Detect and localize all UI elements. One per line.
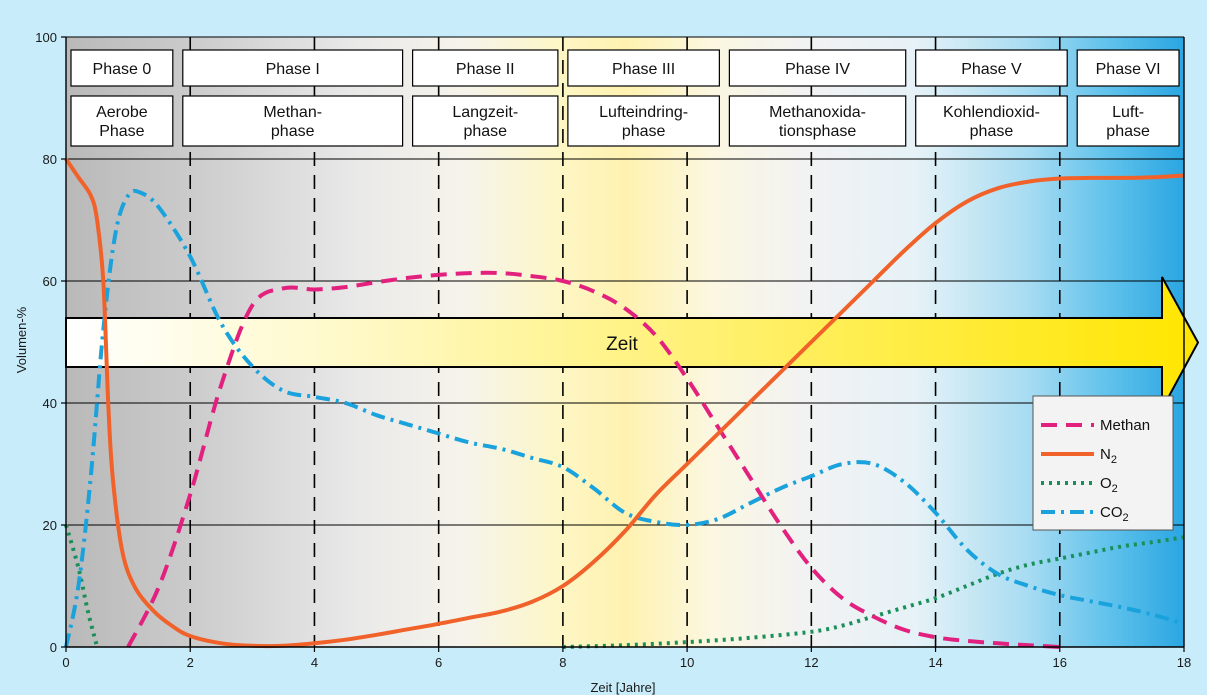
x-tick-label: 16 [1053, 655, 1067, 670]
x-tick-label: 4 [311, 655, 318, 670]
phase-name-box [70, 49, 174, 87]
phase-description-line: Aerobe [96, 104, 148, 121]
legend-label-co2: CO2 [1100, 504, 1129, 524]
phase-description-box [70, 95, 174, 147]
phase-name-box [182, 49, 404, 87]
data-series [64, 157, 1185, 649]
phase-name-box [915, 49, 1068, 87]
phase-name: Phase V [961, 61, 1022, 78]
phase-description-line: Methan- [263, 104, 322, 121]
phase-name-box [728, 49, 907, 87]
phase-description-line: Methanoxida- [769, 104, 866, 121]
phase-description-box [1076, 95, 1180, 147]
x-tick-label: 18 [1177, 655, 1191, 670]
time-arrow-label: Zeit [606, 334, 638, 355]
phase-name: Phase III [612, 61, 675, 78]
phase-description-line: Lufteindring- [599, 104, 688, 121]
phase-name-box [412, 49, 559, 87]
x-tick-label: 8 [559, 655, 566, 670]
phase-description-line: phase [1106, 123, 1150, 140]
axes: 0 20 40 60 80 100 0 2 4 6 8 10 12 14 16 18 [35, 30, 1191, 670]
phase-description-line: Kohlendioxid- [943, 104, 1040, 121]
y-tick-label: 0 [50, 640, 57, 655]
phase-description-line: Luft- [1112, 104, 1144, 121]
phase-name: Phase VI [1096, 61, 1161, 78]
phase-description-line: phase [622, 123, 666, 140]
y-tick-label: 60 [43, 274, 57, 289]
phase-name-box [1076, 49, 1180, 87]
series-line-methan [126, 270, 1060, 649]
phase-description-box [182, 95, 404, 147]
phase-name: Phase 0 [93, 61, 152, 78]
x-tick-label: 12 [804, 655, 818, 670]
x-tick-label: 10 [680, 655, 694, 670]
y-tick-label: 20 [43, 518, 57, 533]
phase-description-line: Phase [99, 123, 144, 140]
phase-description-line: phase [970, 123, 1014, 140]
y-tick-label: 100 [35, 30, 57, 45]
phase-name: Phase IV [785, 61, 850, 78]
y-axis-label: Volumen-% [14, 306, 29, 373]
series-line-n2 [64, 157, 1185, 649]
series-line-co2 [64, 188, 1185, 648]
phase-description-box [567, 95, 720, 147]
phase-boxes: Phase 0 Aerobe Phase Phase I Methan-phase Pha… [70, 49, 1180, 147]
phase-name: Phase II [456, 61, 515, 78]
x-tick-label: 2 [187, 655, 194, 670]
phase-name-box [567, 49, 720, 87]
phase-description-box [915, 95, 1068, 147]
legend-label-methan: Methan [1100, 417, 1150, 434]
legend-box [1032, 395, 1174, 531]
series-line-o2 [64, 524, 100, 648]
phase-description-line: Langzeit- [452, 104, 518, 121]
series-line-o2-late [562, 535, 1185, 649]
y-tick-label: 40 [43, 396, 57, 411]
phase-description-box [728, 95, 907, 147]
x-axis-label: Zeit [Jahre] [590, 680, 655, 695]
phase-description-line: phase [463, 123, 507, 140]
x-tick-label: 6 [435, 655, 442, 670]
time-arrow: Zeit [65, 276, 1200, 410]
phase-name: Phase I [266, 61, 320, 78]
x-tick-label: 0 [62, 655, 69, 670]
time-arrow-shape [65, 276, 1200, 410]
phase-description-line: phase [271, 123, 315, 140]
phase-description-box [412, 95, 559, 147]
x-tick-label: 14 [928, 655, 942, 670]
y-tick-label: 80 [43, 152, 57, 167]
phase-description-line: tionsphase [779, 123, 856, 140]
